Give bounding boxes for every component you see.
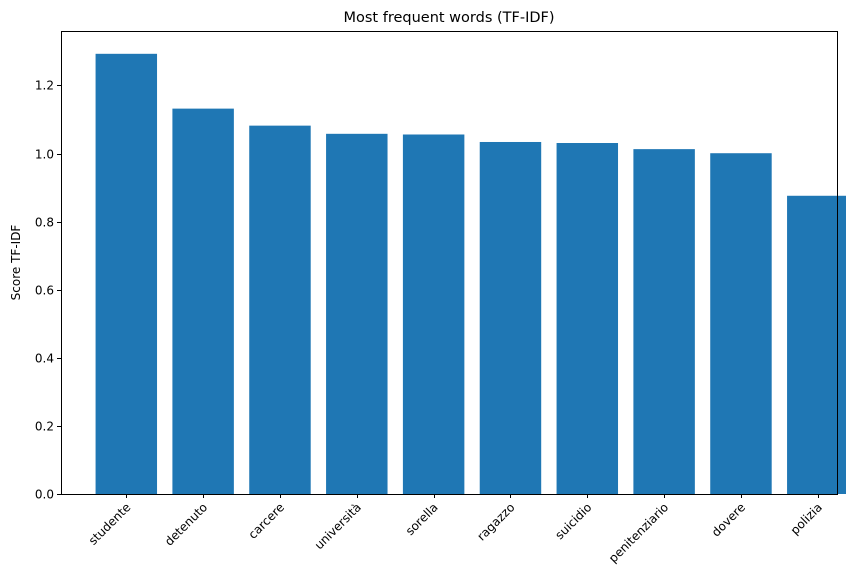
bar-7 — [633, 149, 695, 494]
x-axis-ticks: studente detenuto carcere università sorella… — [86, 494, 825, 565]
y-axis-label: Score TF-IDF — [9, 225, 23, 301]
x-tick-label: polizia — [788, 500, 825, 537]
x-tick-label: carcere — [246, 500, 287, 541]
x-tick-label: penitenziario — [606, 500, 671, 565]
x-tick-label: dovere — [709, 500, 748, 539]
bar-4 — [402, 134, 465, 494]
x-tick-label: studente — [86, 500, 134, 548]
plot-frame — [61, 31, 838, 495]
bar-9 — [787, 195, 846, 494]
y-tick-label: 1.2 — [35, 79, 54, 93]
x-tick-label: detenuto — [162, 500, 210, 548]
bar-0 — [95, 53, 158, 494]
bar-5 — [479, 141, 542, 494]
x-tick-label: università — [312, 500, 364, 552]
bar-6 — [556, 143, 619, 495]
y-tick-label: 0.6 — [35, 284, 54, 298]
y-tick-label: 1.0 — [35, 148, 54, 162]
chart-title: Most frequent words (TF-IDF) — [343, 10, 554, 26]
x-tick-label: ragazzo — [474, 500, 517, 543]
bar-3 — [326, 133, 388, 494]
bars-group — [95, 53, 846, 495]
y-tick-label: 0.4 — [35, 352, 54, 366]
bar-1 — [172, 108, 234, 494]
x-tick-label: suicidio — [552, 500, 594, 542]
y-tick-label: 0.8 — [35, 216, 54, 230]
x-tick-label: sorella — [403, 500, 441, 538]
y-tick-label: 0.2 — [35, 420, 54, 434]
y-axis-ticks: 0.0 0.2 0.4 0.6 0.8 1.0 1.2 — [35, 79, 61, 502]
y-tick-label: 0.0 — [35, 488, 54, 502]
bar-8 — [710, 153, 772, 494]
bar-2 — [249, 125, 311, 495]
